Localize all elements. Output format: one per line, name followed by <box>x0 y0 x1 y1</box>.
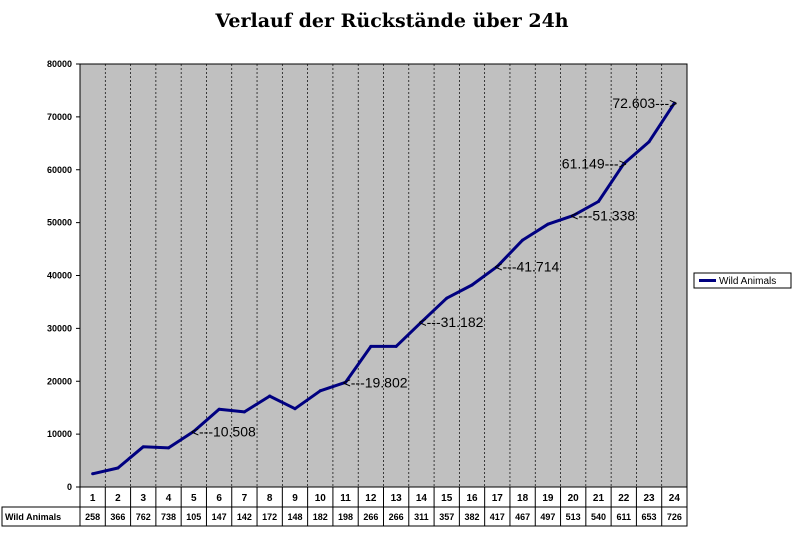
data-point <box>192 429 196 433</box>
x-category-label: 14 <box>416 493 428 504</box>
y-tick-label: 0 <box>67 482 72 492</box>
x-category-label: 19 <box>542 493 554 504</box>
data-point <box>419 320 423 324</box>
x-category-label: 12 <box>365 493 377 504</box>
data-point <box>394 344 398 348</box>
y-tick-label: 50000 <box>47 218 72 228</box>
series-line <box>92 102 676 476</box>
x-category-label: 7 <box>242 493 248 504</box>
data-point <box>495 264 499 268</box>
data-table-cell: 148 <box>287 512 302 522</box>
value-annotation: 72.603---> <box>612 95 677 111</box>
plot-area-group: 0 10000 20000 30000 40000 50000 60000 70000 8000… <box>1 59 688 527</box>
data-point <box>647 140 651 144</box>
legend-box <box>693 272 792 289</box>
data-point <box>217 407 221 411</box>
plot-area <box>79 63 688 488</box>
data-point <box>672 101 676 105</box>
x-category-label: 4 <box>166 493 172 504</box>
data-table-cell: 497 <box>540 512 555 522</box>
data-table-cell: 738 <box>161 512 176 522</box>
data-table-cell: 258 <box>85 512 100 522</box>
data-point <box>521 238 525 242</box>
legend: Wild Animals <box>693 272 792 289</box>
data-table-cell: 311 <box>414 512 429 522</box>
data-table-cell: 172 <box>262 512 277 522</box>
data-point <box>268 394 272 398</box>
data-point <box>470 283 474 287</box>
x-category-label: 18 <box>517 493 529 504</box>
data-table-cell: 266 <box>389 512 404 522</box>
y-tick-label: 70000 <box>47 112 72 122</box>
data-point <box>571 214 575 218</box>
data-point <box>293 407 297 411</box>
data-point <box>116 466 120 470</box>
x-category-label: 5 <box>191 493 197 504</box>
y-tick-label: 60000 <box>47 165 72 175</box>
data-table-cell: 540 <box>591 512 606 522</box>
value-annotation: <---51.338 <box>570 208 635 224</box>
data-table-cell: 357 <box>439 512 454 522</box>
data-point <box>369 344 373 348</box>
x-category-label: 11 <box>340 493 351 504</box>
y-tick-label: 30000 <box>47 323 72 333</box>
data-table-cell: 147 <box>212 512 227 522</box>
value-annotation: <---41.714 <box>494 258 559 274</box>
data-table-cell: 513 <box>566 512 581 522</box>
x-category-label: 17 <box>492 493 504 504</box>
x-category-label: 13 <box>391 493 403 504</box>
data-table-cell: 762 <box>136 512 151 522</box>
value-annotation: 61.149---> <box>562 156 627 172</box>
legend-label: Wild Animals <box>719 276 776 287</box>
x-category-label: 9 <box>292 493 298 504</box>
x-category-label: 3 <box>140 493 146 504</box>
data-table-row-label: Wild Animals <box>5 512 61 522</box>
x-category-label: 22 <box>618 493 630 504</box>
x-category-label: 8 <box>267 493 273 504</box>
x-category-label: 1 <box>90 493 96 504</box>
data-table-cell: 105 <box>186 512 201 522</box>
x-category-label: 6 <box>216 493 222 504</box>
y-tick-label: 40000 <box>47 271 72 281</box>
value-annotation: <---31.182 <box>418 314 483 330</box>
x-category-label: 21 <box>593 493 605 504</box>
x-category-label: 10 <box>315 493 327 504</box>
data-point <box>596 199 600 203</box>
data-table-cell: 266 <box>363 512 378 522</box>
data-point <box>91 472 95 476</box>
chart-title: Verlauf der Rückstände über 24h <box>214 10 568 32</box>
data-table-cell: 611 <box>617 512 632 522</box>
data-point <box>242 410 246 414</box>
data-point <box>167 446 171 450</box>
data-table-cell: 417 <box>490 512 505 522</box>
data-table-cell: 182 <box>313 512 328 522</box>
data-table-cell: 467 <box>515 512 530 522</box>
data-point <box>546 222 550 226</box>
y-tick-label: 80000 <box>47 59 72 69</box>
x-category-label: 23 <box>644 493 656 504</box>
data-table-cell: 142 <box>237 512 252 522</box>
x-category-label: 20 <box>568 493 580 504</box>
data-point <box>344 380 348 384</box>
x-category-label: 16 <box>466 493 478 504</box>
data-point <box>318 389 322 393</box>
y-tick-label: 10000 <box>47 429 72 439</box>
data-point <box>445 296 449 300</box>
data-table-cell: 653 <box>642 512 657 522</box>
y-tick-label: 20000 <box>47 376 72 386</box>
data-point <box>141 445 145 449</box>
data-table-cell: 366 <box>110 512 125 522</box>
data-table-cell: 726 <box>667 512 682 522</box>
value-annotation: <---19.802 <box>343 374 408 390</box>
data-point <box>622 162 626 166</box>
value-annotation: <---10.508 <box>191 423 256 439</box>
data-table-cell: 198 <box>338 512 353 522</box>
x-category-label: 24 <box>669 493 681 504</box>
x-category-label: 15 <box>441 493 453 504</box>
x-category-label: 2 <box>115 493 121 504</box>
data-table-cell: 382 <box>465 512 480 522</box>
